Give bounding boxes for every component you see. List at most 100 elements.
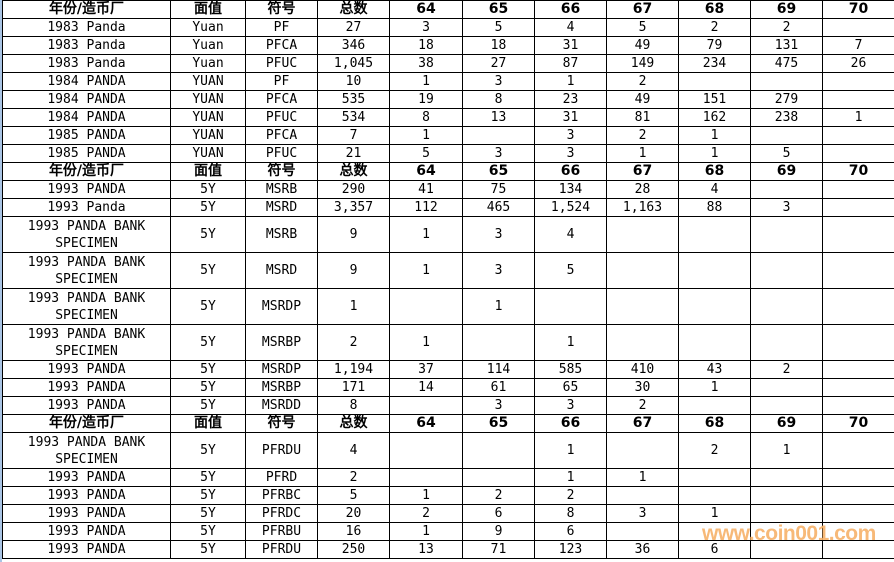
cell-total: 9 [317,252,390,289]
cell-total: 2 [317,468,390,487]
cell-total: 250 [317,540,390,559]
cell-g67: 28 [606,180,679,199]
cell-g64: 112 [389,198,463,217]
cell-denomination: YUAN [170,108,246,127]
cell-g70 [822,180,894,199]
cell-year-mint: 1983 Panda [2,54,171,73]
cell-g70 [822,126,894,145]
cell-g68: 88 [678,198,751,217]
cell-g69 [750,180,823,199]
cell-year-mint: 1993 PANDA BANK SPECIMEN [2,288,171,325]
table-row: 1993 PANDA 5Y PFRDC 20 2 6 8 3 1 [2,504,894,523]
cell-g67 [606,288,679,325]
cell-symbol: MSRDD [245,396,318,415]
cell-g67: 2 [606,72,679,91]
cell-year-mint: 1993 PANDA [2,540,171,559]
cell-total: 1 [317,288,390,325]
cell-year-mint: 1993 PANDA [2,360,171,379]
cell-year-mint: 1984 PANDA [2,108,171,127]
cell-g65: 13 [462,108,535,127]
cell-symbol: PF [245,18,318,37]
cell-year-mint: 1993 PANDA [2,378,171,397]
header-symbol: 符号 [245,0,318,19]
cell-g69 [750,504,823,523]
cell-g65: 3 [462,144,535,163]
cell-g69: 1 [750,432,823,469]
header-year-mint: 年份/造币厂 [2,414,171,433]
cell-denomination: 5Y [170,180,246,199]
cell-g65: 75 [462,180,535,199]
cell-g66: 3 [534,126,607,145]
cell-denomination: 5Y [170,324,246,361]
cell-denomination: 5Y [170,540,246,559]
table-row: 1993 PANDA 5Y PFRBC 5 1 2 2 [2,486,894,505]
cell-g65: 2 [462,486,535,505]
cell-g67: 1 [606,468,679,487]
cell-g68: 4 [678,180,751,199]
cell-g64: 14 [389,378,463,397]
header-denomination: 面值 [170,414,246,433]
cell-denomination: YUAN [170,126,246,145]
cell-symbol: MSRBP [245,324,318,361]
cell-g68: 2 [678,18,751,37]
cell-g68 [678,468,751,487]
cell-g70 [822,432,894,469]
cell-g64: 5 [389,144,463,163]
cell-denomination: 5Y [170,468,246,487]
cell-denomination: Yuan [170,54,246,73]
header-g68: 68 [678,414,751,433]
cell-g68 [678,252,751,289]
cell-year-mint: 1984 PANDA [2,72,171,91]
cell-symbol: MSRDP [245,288,318,325]
cell-denomination: 5Y [170,378,246,397]
cell-g67: 3 [606,504,679,523]
cell-g68: 43 [678,360,751,379]
cell-g69 [750,468,823,487]
cell-g64: 41 [389,180,463,199]
cell-denomination: YUAN [170,144,246,163]
header-g64: 64 [389,0,463,19]
header-g65: 65 [462,414,535,433]
table-row: 1993 PANDA 5Y MSRDD 8 3 3 2 [2,396,894,415]
cell-g68 [678,288,751,325]
cell-total: 7 [317,126,390,145]
cell-g69: 475 [750,54,823,73]
cell-g68: 2 [678,432,751,469]
cell-g66: 1 [534,324,607,361]
cell-g65: 1 [462,288,535,325]
cell-total: 27 [317,18,390,37]
cell-g69 [750,378,823,397]
cell-total: 5 [317,486,390,505]
cell-g64 [389,468,463,487]
cell-g69 [750,486,823,505]
header-g64: 64 [389,162,463,181]
cell-g69: 3 [750,198,823,217]
cell-total: 171 [317,378,390,397]
cell-year-mint: 1983 Panda [2,36,171,55]
cell-g66: 65 [534,378,607,397]
cell-g70 [822,486,894,505]
cell-g66: 123 [534,540,607,559]
cell-total: 4 [317,432,390,469]
cell-g66: 87 [534,54,607,73]
cell-symbol: PFRD [245,468,318,487]
table-row: 1993 PANDA 5Y PFRD 2 1 1 [2,468,894,487]
cell-g67: 36 [606,540,679,559]
cell-g64: 1 [389,324,463,361]
cell-g69: 5 [750,144,823,163]
header-g69: 69 [750,0,823,19]
table-row: 1983 Panda Yuan PFCA 346 18 18 31 49 79 131 7 [2,36,894,55]
cell-g65: 3 [462,72,535,91]
cell-g70: 1 [822,108,894,127]
cell-g65 [462,324,535,361]
cell-denomination: 5Y [170,432,246,469]
cell-g65: 6 [462,504,535,523]
cell-g65 [462,468,535,487]
cell-g68 [678,216,751,253]
cell-year-mint: 1993 PANDA [2,180,171,199]
cell-year-mint: 1983 Panda [2,18,171,37]
table-row: 1993 PANDA 5Y MSRBP 171 14 61 65 30 1 [2,378,894,397]
table-row: 1993 PANDA 5Y PFRDU 250 13 71 123 36 6 [2,540,894,559]
cell-g70 [822,144,894,163]
